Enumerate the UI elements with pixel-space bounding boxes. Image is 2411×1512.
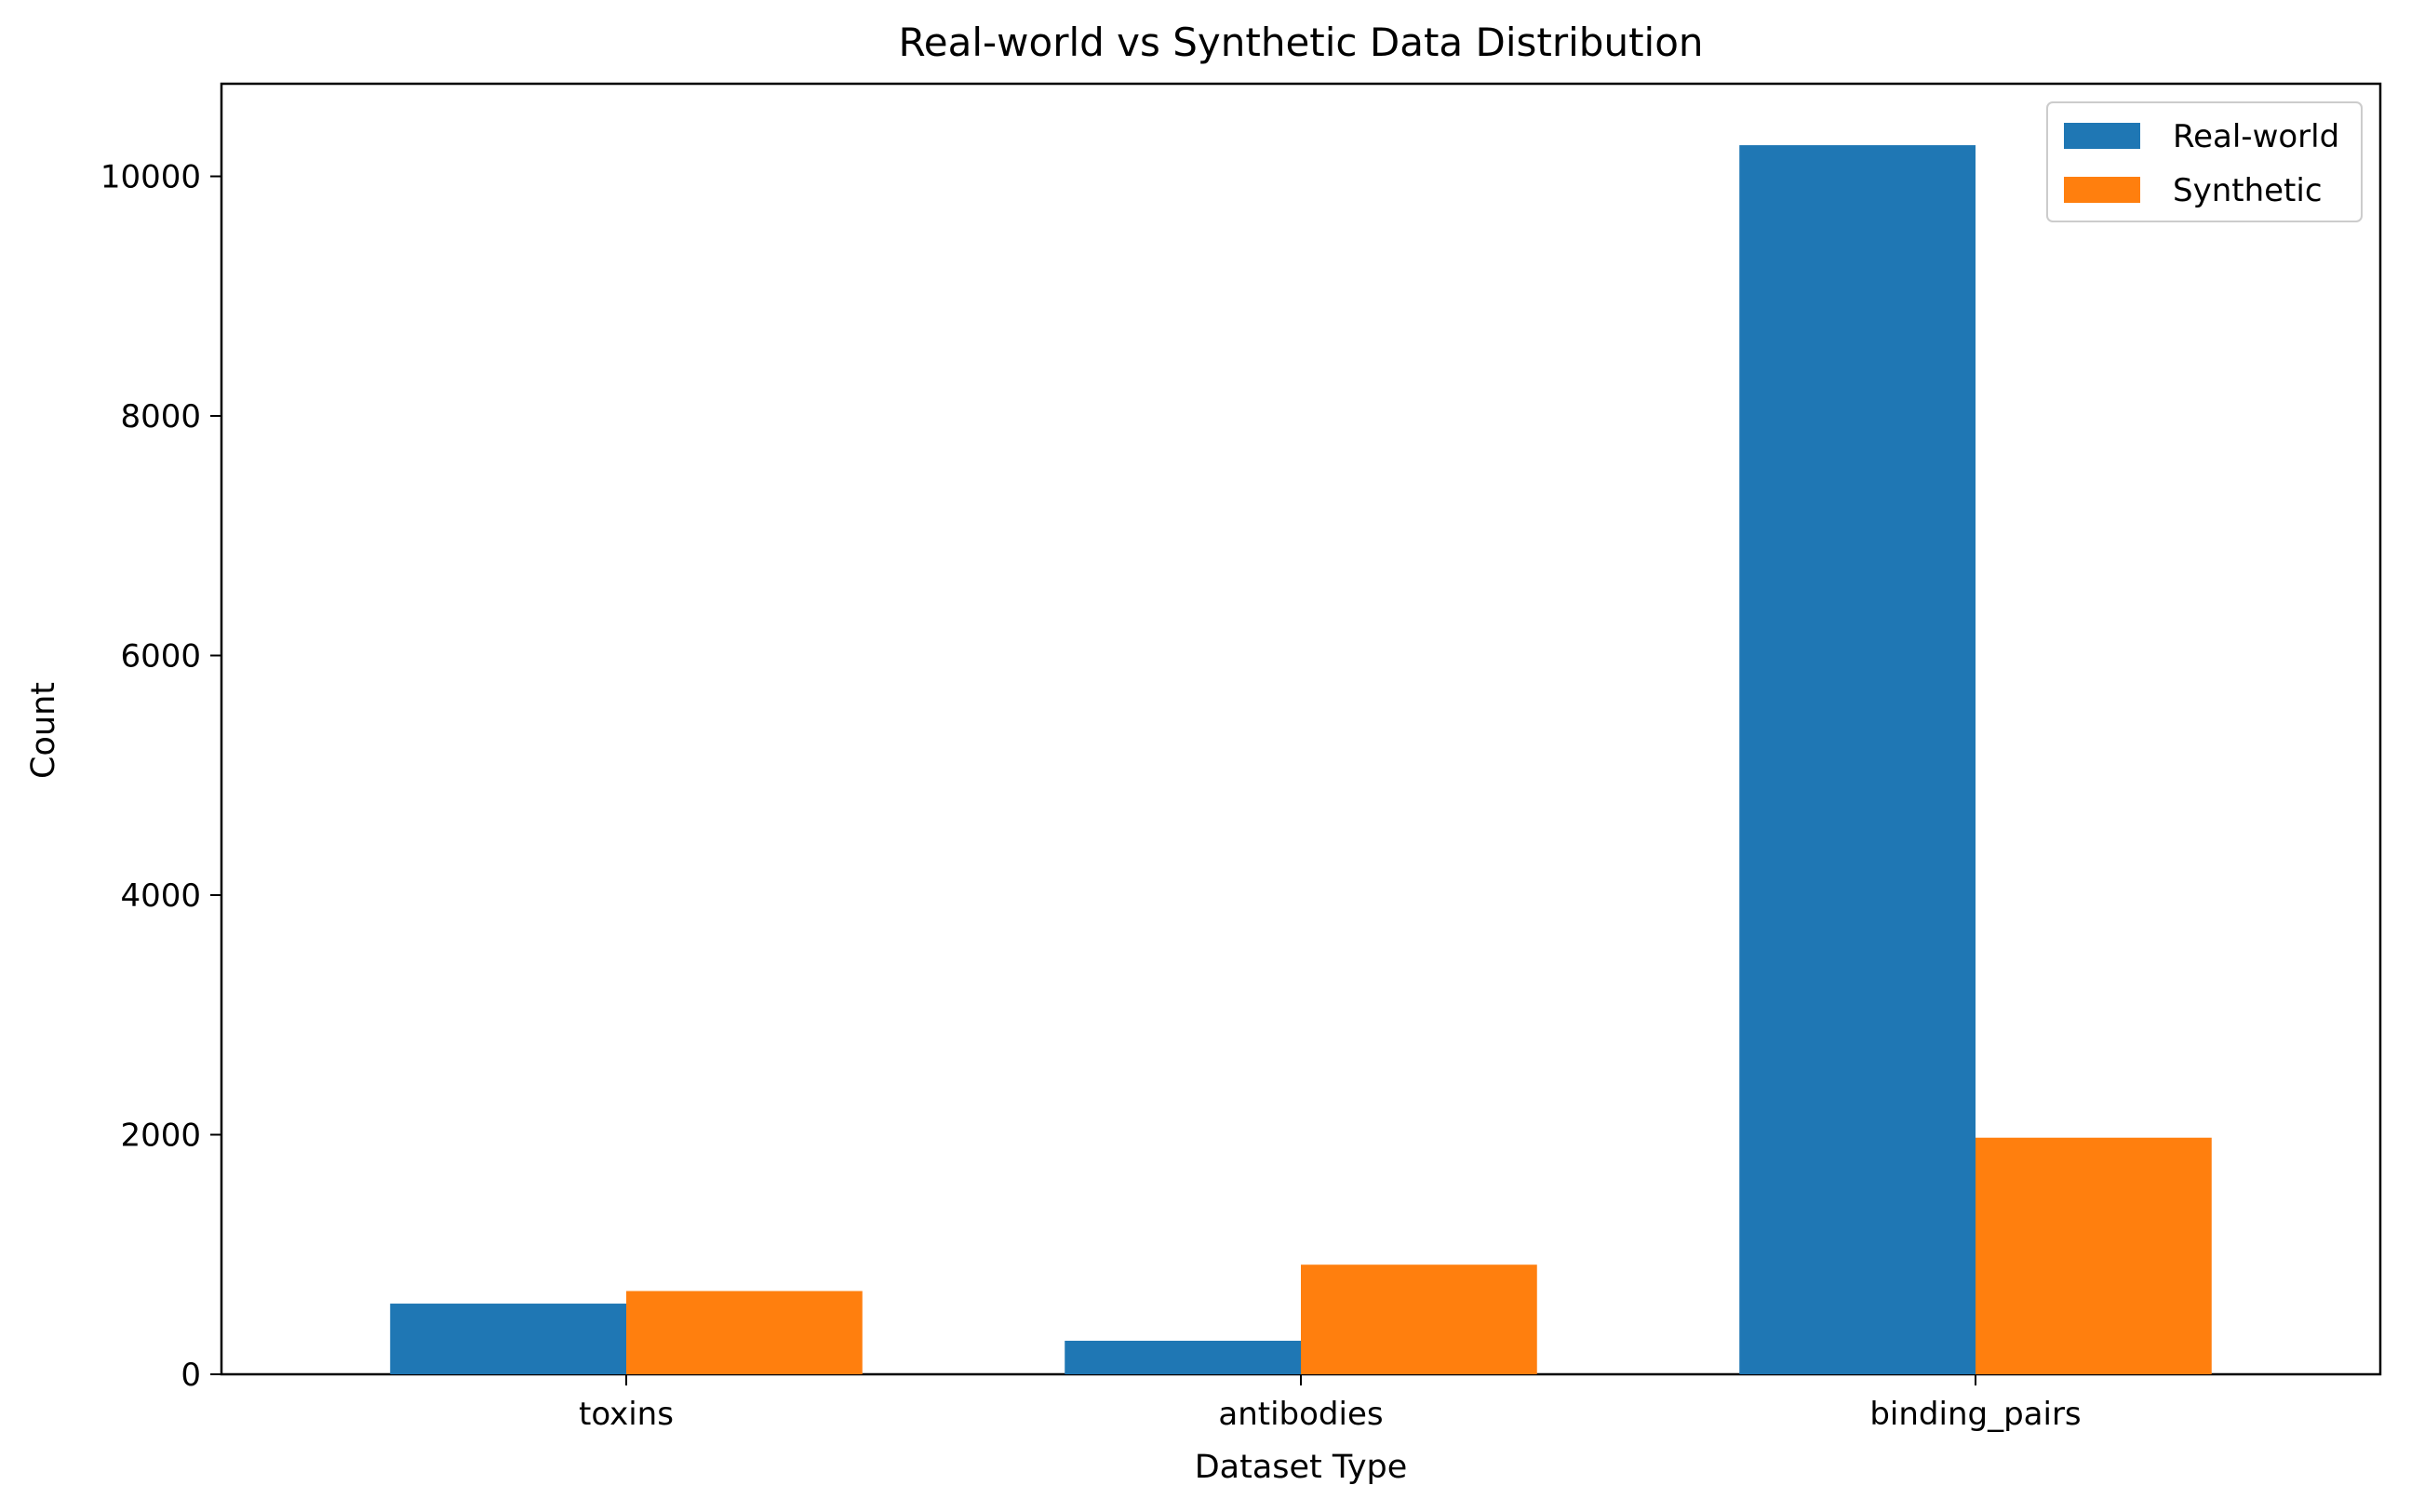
bar-antibodies-real-world xyxy=(1065,1340,1301,1374)
bar-binding_pairs-real-world xyxy=(1739,145,1976,1375)
y-tick-label: 8000 xyxy=(120,398,201,435)
x-axis-title: Dataset Type xyxy=(1195,1449,1408,1486)
y-tick-label: 4000 xyxy=(120,877,201,915)
bar-antibodies-synthetic xyxy=(1301,1264,1537,1374)
bar-toxins-synthetic xyxy=(626,1291,863,1374)
x-tick-label: toxins xyxy=(579,1396,674,1433)
chart-title: Real-world vs Synthetic Data Distributio… xyxy=(898,20,1703,65)
bars xyxy=(390,145,2212,1375)
legend-swatch xyxy=(2064,123,2140,149)
x-tick-label: antibodies xyxy=(1218,1396,1383,1433)
legend: Real-world Synthetic xyxy=(2046,101,2363,222)
y-axis: 0 2000 4000 6000 8000 10000 xyxy=(100,159,221,1394)
y-tick-label: 0 xyxy=(181,1357,201,1394)
legend-label: Real-world xyxy=(2173,118,2339,155)
legend-label: Synthetic xyxy=(2173,172,2323,209)
y-tick-label: 6000 xyxy=(120,638,201,676)
x-tick-label: binding_pairs xyxy=(1869,1396,2081,1433)
bar-toxins-real-world xyxy=(390,1304,626,1374)
y-tick-label: 2000 xyxy=(120,1117,201,1155)
legend-swatch xyxy=(2064,177,2140,203)
x-axis: toxins antibodies binding_pairs xyxy=(579,1374,2082,1433)
bar-binding_pairs-synthetic xyxy=(1976,1137,2212,1374)
y-axis-title: Count xyxy=(25,682,62,779)
y-tick-label: 10000 xyxy=(100,159,201,196)
